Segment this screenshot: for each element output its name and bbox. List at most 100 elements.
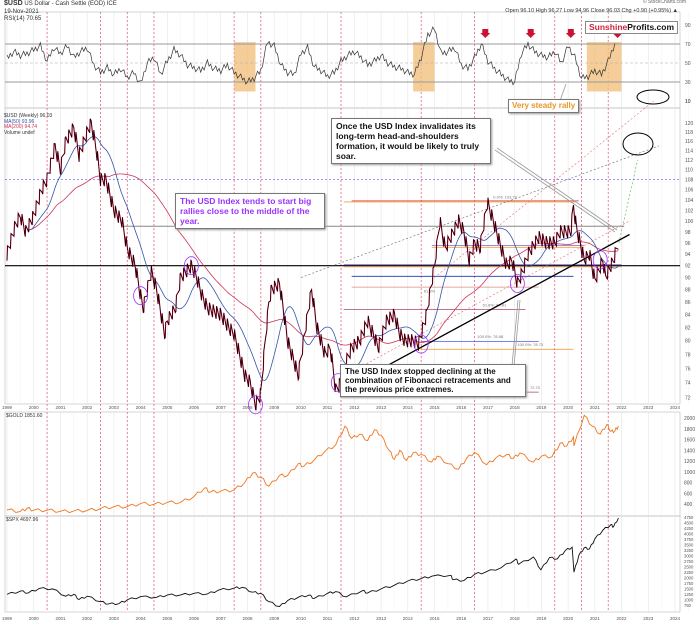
rsi-line [6,26,616,86]
rsi-highlight-box [234,42,256,92]
year-label-upper: 2023 [643,405,654,410]
chart-title: $USD US Dollar - Cash Settle (EOD) ICE [4,0,117,8]
year-label-upper: 2018 [510,405,521,410]
midyear-annotation: The USD Index tends to start big rallies… [175,193,325,229]
usd-legend-ma200: MA(200) 94.74 [4,124,38,130]
usd-tick-label: 116 [685,139,693,145]
usd-legend-volume: Volume undef [4,129,35,136]
year-label-upper: 2020 [563,405,574,410]
usd-tick-label: 110 [685,168,693,174]
purple-circle-marker [183,256,199,276]
gold-tick-label: 1600 [684,438,695,444]
year-label-lower: 2009 [269,616,280,621]
rsi-legend: RSI(14) 70.65 [4,16,42,22]
usd-tick-label: 96 [685,241,691,247]
gold-legend: $GOLD 1851.60 [6,413,43,419]
year-label-lower: 2012 [349,616,360,621]
year-label-lower: 2007 [216,616,227,621]
usd-tick-label: 80 [685,339,691,345]
year-label-lower: 2023 [643,616,654,621]
usd-price-line [6,118,619,411]
hs-annotation: Once the USD Index invalidates its long-… [331,118,491,164]
year-label-upper: 2024 [670,405,681,410]
annotation-pointer [494,147,618,233]
spx-tick-label: 4750 [684,515,694,520]
panel-frame-gold [4,411,681,517]
fibonacci-label: 72.70 [530,385,541,390]
usd-legend-price: $USD (Weekly) 96.03 [4,113,53,119]
rsi-tick-label: 10 [685,99,691,105]
gold-tick-label: 1200 [684,459,695,465]
red-arrow-icon [480,29,491,38]
usd-tick-label: 86 [685,300,691,306]
panel-frame-spx [4,515,681,613]
red-arrow-icon [525,29,536,38]
year-label-lower: 2017 [483,616,494,621]
usd-legend: $USD (Weekly) 96.03 MA(50) 93.96 MA(200)… [4,113,53,136]
year-label-lower: 2015 [430,616,441,621]
year-label-lower: 2014 [403,616,414,621]
target-ellipse [622,132,654,156]
usd-tick-label: 98 [685,230,691,236]
red-arrow-icon [565,29,576,38]
usd-tick-label: 114 [685,149,693,155]
gold-tick-label: 1000 [684,470,695,476]
purple-circle-marker [509,274,525,293]
purple-circle-marker [133,286,149,306]
year-label-upper: 2013 [376,405,387,410]
usd-tick-label: 82 [685,325,691,331]
upper-channel-line [434,100,654,278]
rsi-highlight-box [413,42,435,92]
panel-frame-rsi [4,11,681,109]
year-label-upper: 2015 [430,405,441,410]
panel-frame-usd [4,107,681,405]
year-label-lower: 2000 [29,616,40,621]
year-label-upper: 2021 [590,405,601,410]
rsi-tick-label: 10 [685,99,691,105]
fibonacci-label: 100.0%: 78.88 [477,334,504,339]
instrument-name: US Dollar - Cash Settle (EOD) ICE [24,1,117,7]
gold-tick-label: 2000 [684,416,695,422]
annotation-pointer [511,299,521,367]
stockcharts-credit: © StockCharts.com [642,0,686,5]
year-label-lower: 2008 [242,616,253,621]
usd-tick-label: 74 [685,381,691,387]
year-label-lower: 2011 [323,616,333,621]
rsi-tick-label: 30 [685,80,691,86]
spx-tick-label: 3750 [684,537,694,542]
year-label-upper: 2014 [403,405,414,410]
year-label-upper: 2006 [189,405,200,410]
gold-tick-label: 1400 [684,448,695,454]
usd-tick-label: 72 [685,395,691,401]
year-label-upper: 2017 [483,405,494,410]
rsi-highlight-box [586,42,622,92]
year-label-lower: 2004 [136,616,147,621]
usd-tick-label: 120 [685,121,694,127]
year-label-lower: 2024 [670,616,681,621]
usd-tick-label: 118 [685,130,693,136]
year-label-upper: 1999 [2,405,13,410]
year-label-upper: 2007 [216,405,227,410]
gray-dashed-trend-line [300,145,660,278]
usd-tick-label: 88 [685,288,691,294]
spx-tick-label: 3500 [684,543,694,548]
usd-tick-label: 100 [685,219,694,225]
sunshine-profits-logo: SunshineProfits.com [585,21,679,34]
year-label-lower: 2019 [536,616,547,621]
purple-circle-marker [592,250,608,270]
gold-tick-label: 600 [684,491,693,497]
spx-legend: $SPX 4697.96 [6,517,39,523]
ma50-line [27,136,619,381]
steady-rally-annotation: Very steady rally [508,99,580,113]
usd-tick-label: 76 [685,366,691,372]
spx-price-line [6,517,619,607]
usd-tick-label: 94 [685,252,691,258]
chart-date: 19-Nov-2021 [4,9,39,15]
logo-part2: Profits.com [627,22,675,32]
purple-circle-marker [248,395,263,415]
usd-tick-label: 104 [685,198,694,204]
usd-legend-ma50: MA(50) 93.96 [4,118,35,125]
year-label-lower: 2010 [296,616,307,621]
year-label-lower: 2021 [590,616,601,621]
year-label-upper: 2012 [349,405,360,410]
